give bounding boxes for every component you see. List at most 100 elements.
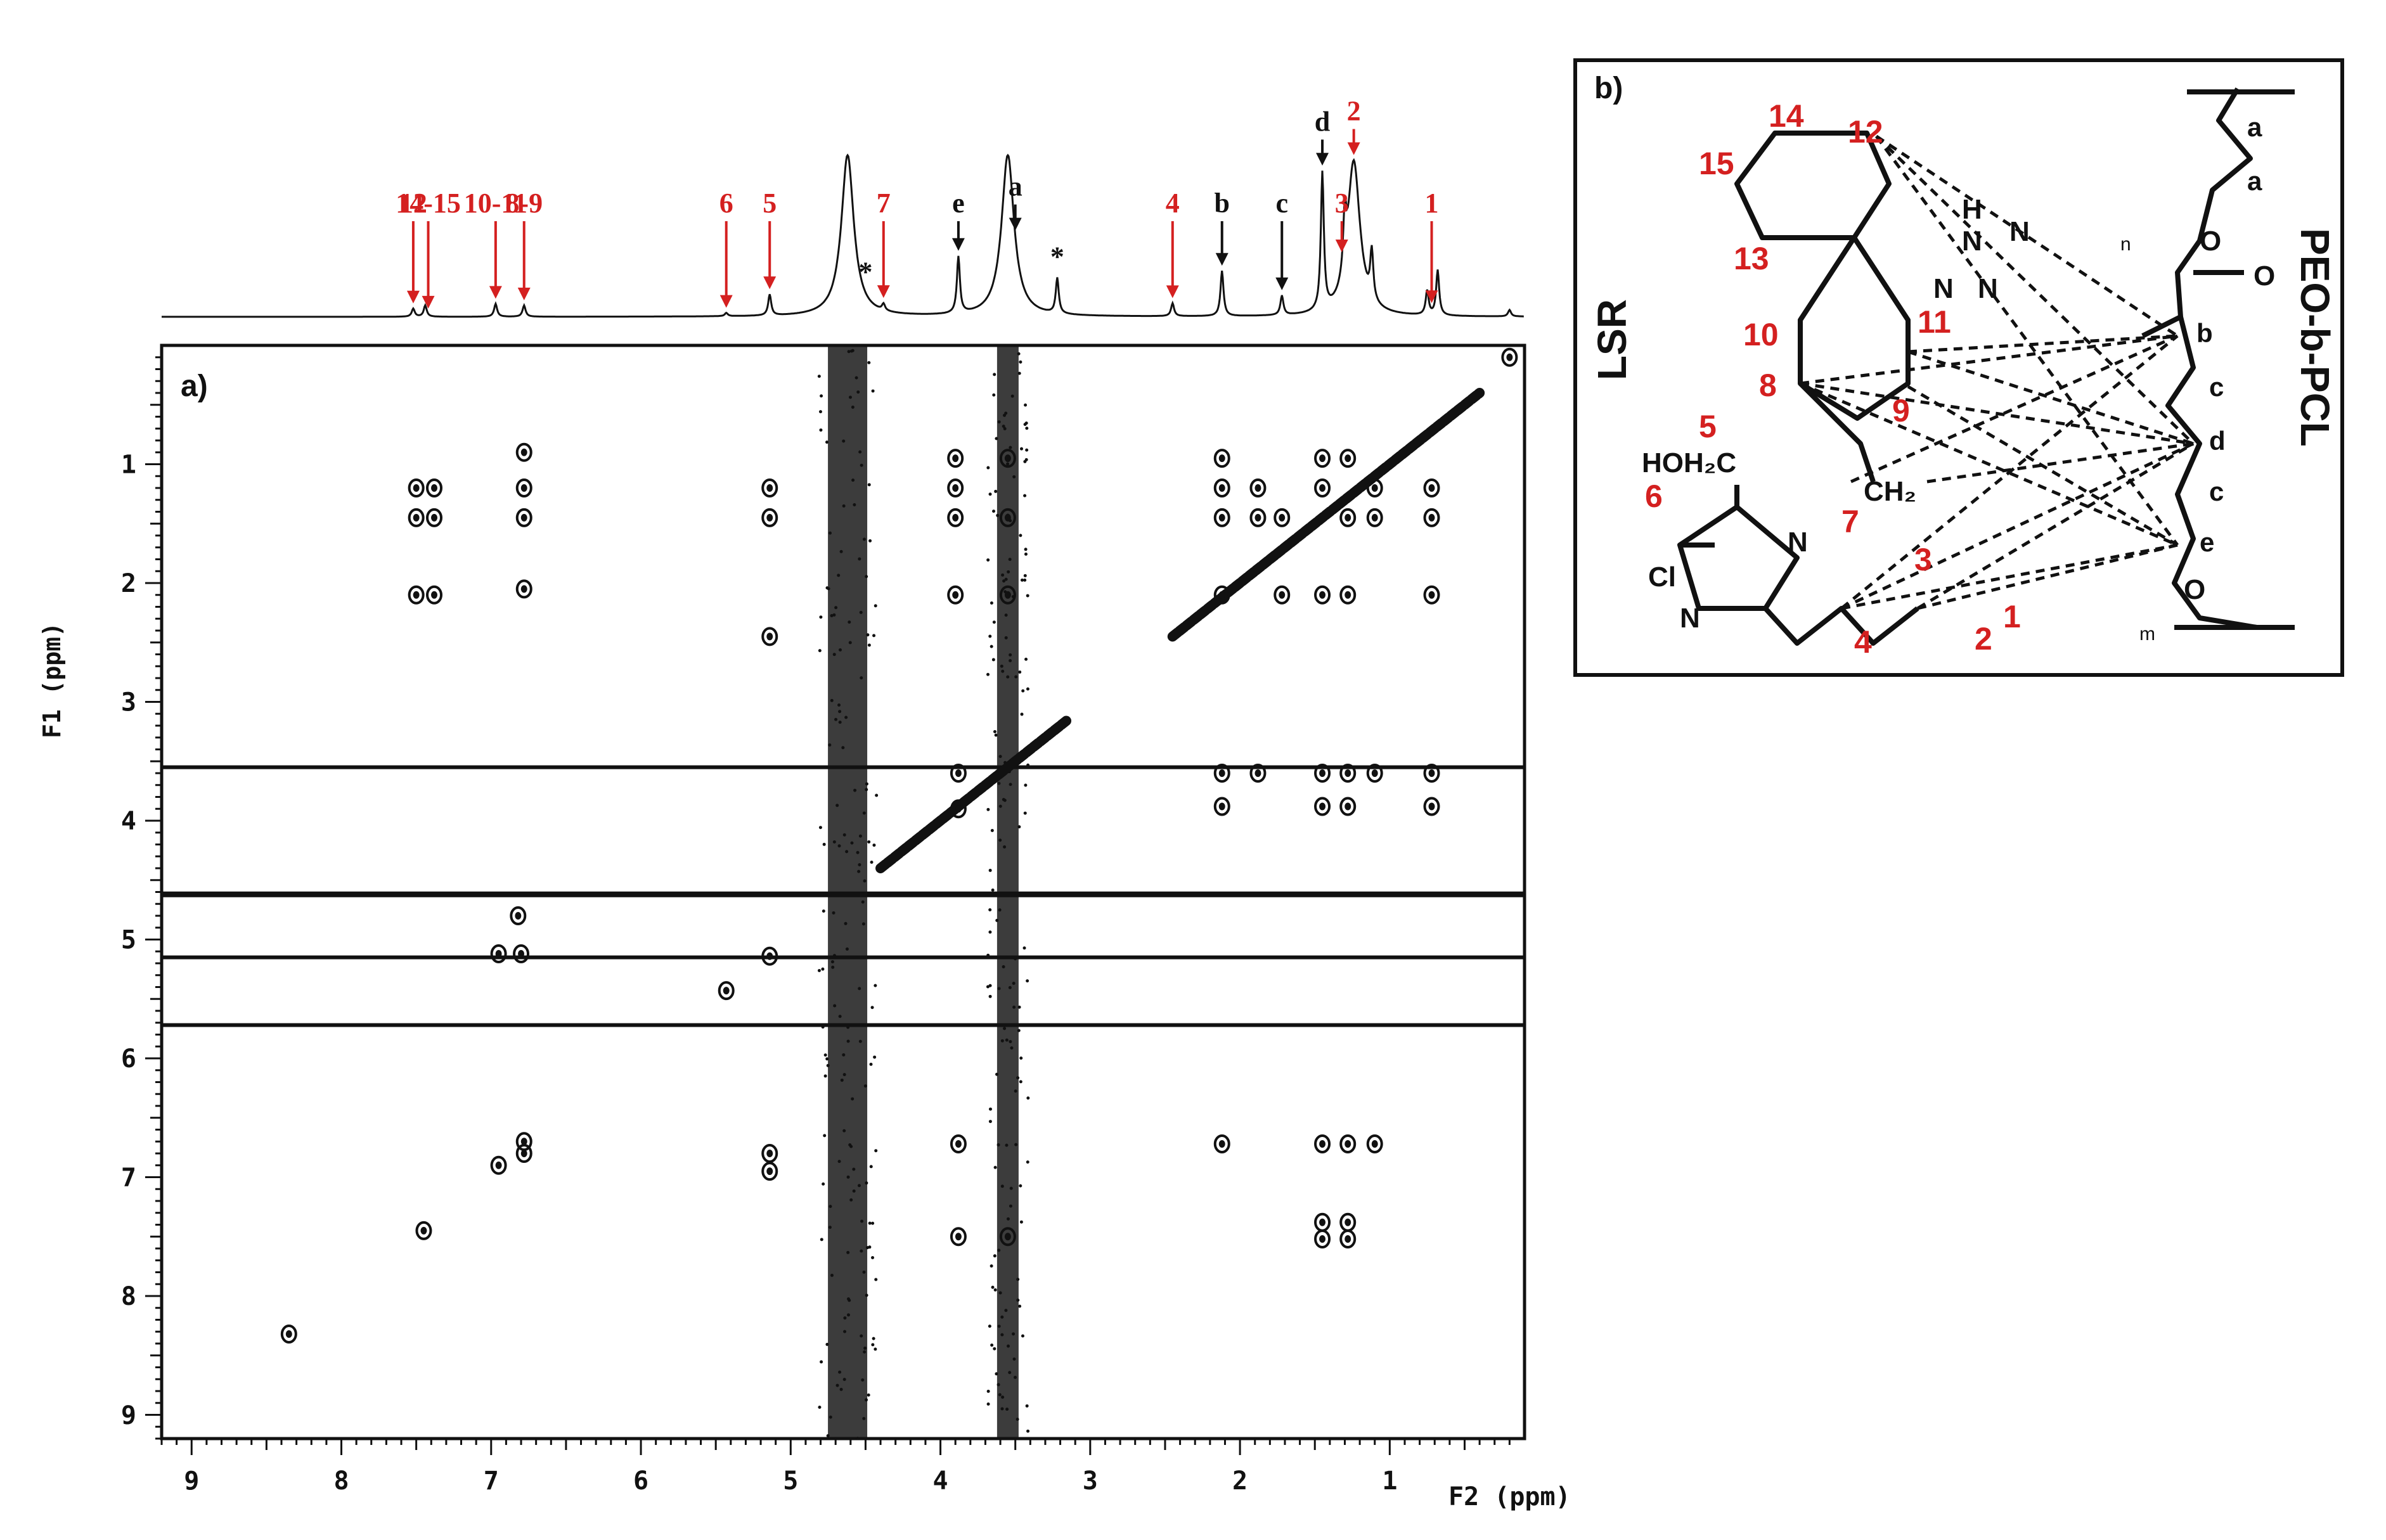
ridge-speckle — [1006, 462, 1009, 465]
ridge-speckle — [846, 1251, 849, 1254]
ridge-speckle — [1012, 982, 1016, 985]
ridge-speckle — [1003, 1027, 1006, 1030]
ridge-speckle — [837, 703, 841, 707]
ridge-speckle — [1009, 986, 1012, 989]
ridge-speckle — [1024, 423, 1027, 426]
cross-peak-core — [1345, 591, 1351, 599]
struct-letter-d: d — [2209, 426, 2226, 456]
cross-peak-core — [1319, 1219, 1325, 1226]
label-arrow-head — [1166, 285, 1179, 298]
ridge-speckle — [1026, 688, 1029, 691]
ridge-speckle — [986, 673, 990, 676]
ridge-speckle — [1005, 578, 1008, 581]
cross-peak-core — [286, 1330, 292, 1338]
cross-peak-core — [420, 1227, 427, 1235]
ridge-speckle — [856, 1437, 859, 1440]
struct-letter-c1: c — [2209, 372, 2224, 402]
ridge-speckle — [1005, 1144, 1008, 1147]
struct-num-5: 5 — [1699, 409, 1717, 444]
ridge-speckle — [991, 829, 994, 832]
ridge-speckle — [841, 746, 844, 749]
cross-peak-core — [1372, 514, 1378, 522]
ridge-speckle — [820, 1238, 823, 1241]
y-tick-label: 1 — [121, 451, 136, 480]
ridge-speckle — [819, 615, 822, 619]
ridge-speckle — [990, 1264, 993, 1267]
cross-peak-core — [723, 987, 730, 994]
ridge-speckle — [998, 987, 1001, 990]
cross-peak-core — [952, 484, 958, 492]
ridge-speckle — [849, 1198, 853, 1202]
atom-tetrazole-n1: N — [1962, 226, 1982, 257]
ridge-speckle — [1018, 1006, 1021, 1009]
1d-projection-spectrum: 1214-15 10-118-9 6 5 * 7 e a * 4 b c d 3 2 1 — [162, 96, 1524, 317]
ridge-speckle — [995, 1073, 998, 1076]
ridge-speckle — [828, 743, 831, 747]
cross-peak-core — [413, 484, 420, 492]
ridge-speckle — [844, 922, 848, 925]
ridge-speckle — [1024, 548, 1028, 551]
cross-peak-core — [1219, 591, 1225, 599]
projection-label: 2 — [1347, 96, 1361, 127]
cross-peak-core — [521, 1138, 527, 1145]
ridge-speckle — [1024, 812, 1027, 815]
struct-num-2: 2 — [1975, 621, 1992, 657]
ridge-speckle — [824, 1074, 827, 1077]
ridge-speckle — [863, 1347, 867, 1350]
ridge-speckle — [851, 406, 854, 409]
ridge-speckle — [872, 634, 875, 637]
ridge-speckle — [822, 909, 825, 913]
struct-num-6: 6 — [1645, 478, 1663, 514]
noesy-2d-plot: 9 8 7 6 5 4 3 2 1 1 2 3 4 5 6 7 8 9 a) F2 (ppm) F1 (ppm) — [38, 345, 1571, 1511]
ridge-speckle — [866, 1246, 869, 1249]
ridge-speckle — [990, 601, 993, 605]
ridge-speckle — [987, 1402, 990, 1406]
cross-peak-core — [1345, 514, 1351, 522]
y-tick-label: 6 — [121, 1044, 136, 1074]
cross-peak-core — [521, 585, 527, 593]
ridge-speckle — [989, 1120, 992, 1123]
projection-label: * — [1050, 241, 1064, 273]
ridge-speckle — [860, 676, 863, 679]
ridge-speckle — [843, 1378, 846, 1381]
ridge-speckle — [848, 620, 851, 624]
ridge-speckle — [988, 930, 991, 934]
cross-peak-core — [1319, 591, 1325, 599]
ridge-speckle — [1016, 1299, 1019, 1302]
ridge-speckle — [851, 478, 854, 482]
ridge-speckle — [861, 1378, 864, 1382]
x-tick-label: 8 — [333, 1466, 349, 1496]
ridge-speckle — [1003, 845, 1006, 849]
ridge-speckle — [872, 844, 875, 847]
ridge-speckle — [825, 586, 829, 589]
atom-o-ether: O — [2184, 574, 2205, 605]
cross-peak-core — [1372, 769, 1378, 777]
ridge-speckle — [860, 1250, 863, 1253]
ridge-speckle — [820, 394, 823, 397]
ridge-speckle — [838, 710, 841, 713]
x-tick-label: 4 — [933, 1466, 948, 1496]
y-axis-label: F1 (ppm) — [38, 622, 66, 738]
ridge-speckle — [858, 987, 861, 990]
cross-peak-core — [766, 632, 773, 640]
cross-peak-core — [1429, 803, 1435, 811]
panel-a-label: a) — [181, 369, 208, 403]
ridge-speckle — [1000, 1407, 1003, 1410]
ridge-speckle — [1019, 534, 1022, 537]
label-arrow-head — [1009, 218, 1022, 231]
ridge-speckle — [866, 633, 869, 636]
label-arrow-head — [1348, 143, 1360, 155]
atom-n2: N — [1680, 603, 1700, 634]
cross-peak-core — [1319, 769, 1325, 777]
ridge-speckle — [998, 838, 1002, 842]
ridge-speckle — [818, 1406, 821, 1409]
ridge-speckle — [853, 789, 856, 792]
x-tick-label: 7 — [484, 1466, 499, 1496]
lsr-title: LSR — [1589, 299, 1635, 380]
ridge-speckle — [1007, 1217, 1010, 1221]
atom-hoh2c: HOH₂C — [1642, 447, 1736, 478]
ridge-speckle — [1014, 1089, 1017, 1093]
cross-peak-core — [955, 769, 962, 777]
ridge-speckle — [1023, 946, 1026, 949]
ridge-speckle — [860, 464, 863, 467]
